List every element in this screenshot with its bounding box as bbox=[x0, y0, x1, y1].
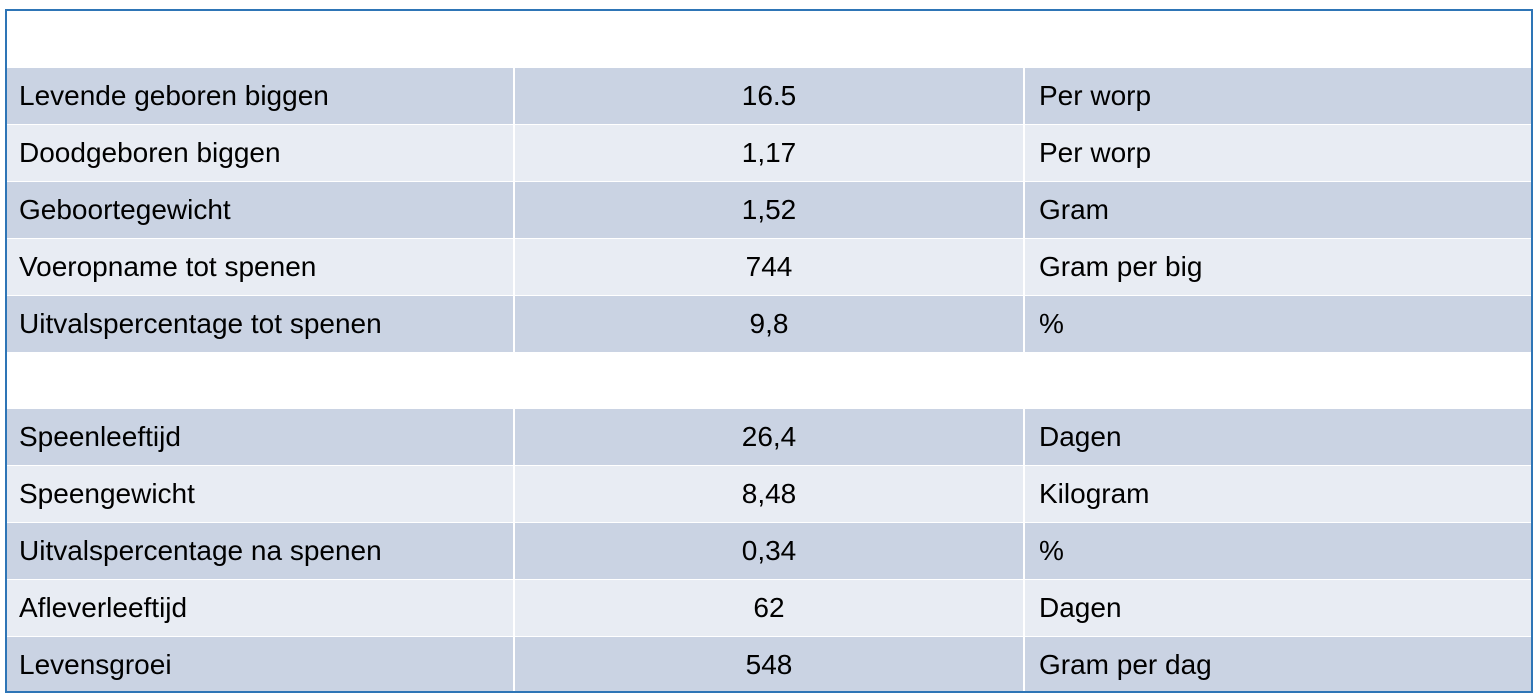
row-label: Voeropname tot spenen bbox=[7, 239, 515, 295]
table-row: Geboortegewicht 1,52 Gram bbox=[7, 182, 1531, 239]
table-row: Uitvalspercentage tot spenen 9,8 % bbox=[7, 296, 1531, 353]
row-label: Uitvalspercentage na spenen bbox=[7, 523, 515, 579]
table-row: Speenleeftijd 26,4 Dagen bbox=[7, 409, 1531, 466]
row-unit: Per worp bbox=[1039, 137, 1152, 168]
row-label: Levende geboren biggen bbox=[7, 68, 515, 124]
table-header-row bbox=[7, 11, 1531, 68]
row-unit: Kilogram bbox=[1039, 478, 1150, 509]
row-unit: % bbox=[1039, 308, 1064, 339]
table-row: Voeropname tot spenen 744 Gram per big bbox=[7, 239, 1531, 296]
row-label: Speengewicht bbox=[7, 466, 515, 522]
table-row: Speengewicht 8,48 Kilogram bbox=[7, 466, 1531, 523]
row-value: 1,52 bbox=[515, 182, 1025, 238]
row-value: 1,17 bbox=[515, 125, 1025, 181]
row-unit: Dagen bbox=[1039, 421, 1122, 452]
row-label: Afleverleeftijd bbox=[7, 580, 515, 636]
data-table: Levende geboren biggen 16.5 Per worp Doo… bbox=[5, 9, 1533, 693]
row-value: 62 bbox=[515, 580, 1025, 636]
table-section-weaning: Speenleeftijd 26,4 Dagen Speengewicht 8,… bbox=[7, 409, 1531, 691]
table-row: Doodgeboren biggen 1,17 Per worp bbox=[7, 125, 1531, 182]
table-section-birth: Levende geboren biggen 16.5 Per worp Doo… bbox=[7, 68, 1531, 353]
row-unit: Gram per dag bbox=[1039, 649, 1212, 680]
row-label: Uitvalspercentage tot spenen bbox=[7, 296, 515, 352]
row-value: 16.5 bbox=[515, 68, 1025, 124]
row-value: 9,8 bbox=[515, 296, 1025, 352]
row-value: 744 bbox=[515, 239, 1025, 295]
row-unit: % bbox=[1039, 535, 1064, 566]
table-row: Uitvalspercentage na spenen 0,34 % bbox=[7, 523, 1531, 580]
table-row: Afleverleeftijd 62 Dagen bbox=[7, 580, 1531, 637]
row-value: 8,48 bbox=[515, 466, 1025, 522]
row-label: Levensgroei bbox=[7, 637, 515, 691]
row-unit: Gram bbox=[1039, 194, 1109, 225]
row-label: Geboortegewicht bbox=[7, 182, 515, 238]
row-value: 0,34 bbox=[515, 523, 1025, 579]
table-row: Levensgroei 548 Gram per dag bbox=[7, 637, 1531, 691]
row-unit: Gram per big bbox=[1039, 251, 1203, 282]
row-label: Speenleeftijd bbox=[7, 409, 515, 465]
table-row: Levende geboren biggen 16.5 Per worp bbox=[7, 68, 1531, 125]
row-unit: Dagen bbox=[1039, 592, 1122, 623]
section-spacer-row bbox=[7, 352, 1531, 409]
row-label: Doodgeboren biggen bbox=[7, 125, 515, 181]
row-value: 26,4 bbox=[515, 409, 1025, 465]
row-value: 548 bbox=[515, 637, 1025, 691]
row-unit: Per worp bbox=[1039, 80, 1152, 111]
